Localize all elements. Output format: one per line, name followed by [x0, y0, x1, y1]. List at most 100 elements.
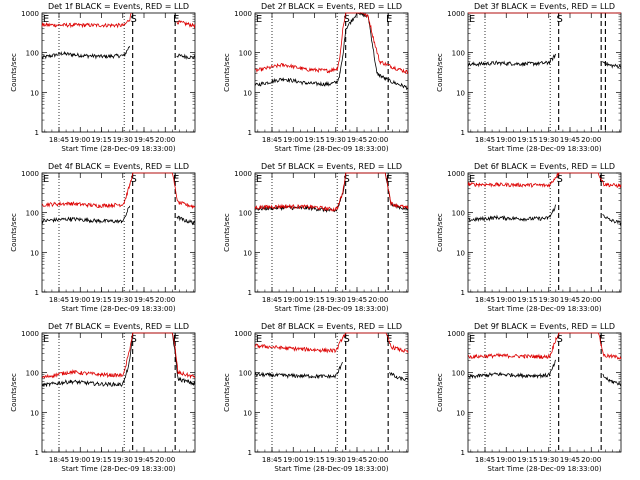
x-tick-label: 19:30 [326, 456, 346, 464]
x-tick-label: 19:00 [70, 456, 90, 464]
x-axis-label: Start Time (28-Dec-09 18:33:00) [274, 145, 388, 153]
x-tick-label: 19:45 [134, 296, 154, 304]
y-tick-label: 1000 [447, 330, 465, 338]
panel-8: Det 8f BLACK = Events, RED = LLD Counts/s… [223, 322, 409, 473]
marker-label-end: E [386, 14, 392, 25]
y-tick-label: 10 [456, 89, 465, 97]
panel-6: Det 6f BLACK = Events, RED = LLD Counts/s… [436, 162, 622, 313]
x-tick-label: 18:45 [262, 456, 282, 464]
x-tick-label: 18:45 [475, 456, 495, 464]
panel-title: Det 2f BLACK = Events, RED = LLD [261, 2, 402, 11]
panel-title: Det 7f BLACK = Events, RED = LLD [48, 322, 189, 331]
marker-label-end: E [256, 334, 262, 345]
x-tick-label: 19:45 [134, 136, 154, 144]
x-tick-label: 19:00 [283, 296, 303, 304]
plot-frame [41, 12, 196, 133]
lld-series-line [254, 12, 409, 75]
y-tick-label: 1 [248, 129, 252, 137]
y-tick-label: 10 [243, 249, 252, 257]
marker-label-end: E [173, 174, 179, 185]
events-series-line [254, 12, 409, 91]
plot-frame [41, 172, 196, 293]
x-tick-label: 20:00 [155, 136, 175, 144]
x-tick-label: 20:00 [155, 296, 175, 304]
events-series-line [467, 204, 557, 223]
events-series-line [41, 205, 131, 225]
y-tick-label: 1 [35, 129, 39, 137]
y-axis-label: Counts/sec [10, 373, 18, 412]
x-tick-label: 19:45 [560, 456, 580, 464]
x-tick-label: 19:45 [560, 296, 580, 304]
y-tick-label: 10 [30, 249, 39, 257]
events-series-line [176, 53, 196, 60]
events-series-line [467, 53, 557, 68]
y-tick-label: 1000 [234, 330, 252, 338]
panel-title: Det 9f BLACK = Events, RED = LLD [474, 322, 615, 331]
panel-9: Det 9f BLACK = Events, RED = LLD Counts/s… [436, 322, 622, 473]
marker-label-start: S [343, 334, 349, 345]
marker-label-end: E [599, 334, 605, 345]
marker-label-end: E [43, 14, 49, 25]
marker-label-start: S [343, 14, 349, 25]
panel-title: Det 5f BLACK = Events, RED = LLD [261, 162, 402, 171]
marker-label-end: E [256, 14, 262, 25]
y-tick-label: 1000 [447, 10, 465, 18]
x-tick-label: 20:00 [581, 456, 601, 464]
marker-label-end: E [173, 334, 179, 345]
y-tick-label: 100 [26, 50, 39, 58]
marker-label-end: E [469, 14, 475, 25]
y-tick-label: 1 [248, 449, 252, 457]
events-series-line [467, 359, 557, 379]
x-axis-label: Start Time (28-Dec-09 18:33:00) [487, 465, 601, 473]
x-tick-label: 19:15 [304, 296, 324, 304]
marker-label-end: E [43, 334, 49, 345]
y-axis-label: Counts/sec [223, 53, 231, 92]
x-tick-label: 18:45 [49, 456, 69, 464]
x-tick-label: 19:00 [283, 136, 303, 144]
x-axis-label: Start Time (28-Dec-09 18:33:00) [487, 305, 601, 313]
y-axis-label: Counts/sec [436, 213, 444, 252]
plot-frame [254, 332, 409, 453]
y-tick-label: 10 [30, 409, 39, 417]
events-series-line [602, 373, 622, 387]
x-tick-label: 20:00 [368, 456, 388, 464]
x-axis-label: Start Time (28-Dec-09 18:33:00) [61, 145, 175, 153]
x-tick-label: 19:30 [326, 296, 346, 304]
y-tick-label: 1 [461, 449, 465, 457]
y-axis-label: Counts/sec [223, 373, 231, 412]
marker-label-end: E [599, 174, 605, 185]
x-tick-label: 18:45 [262, 136, 282, 144]
x-tick-label: 19:30 [113, 296, 133, 304]
panel-title: Det 6f BLACK = Events, RED = LLD [474, 162, 615, 171]
x-tick-label: 19:45 [347, 296, 367, 304]
x-tick-label: 18:45 [475, 136, 495, 144]
panel-2: Det 2f BLACK = Events, RED = LLD Counts/s… [223, 2, 409, 153]
lld-series-line [467, 332, 622, 360]
x-tick-label: 18:45 [475, 296, 495, 304]
x-tick-label: 19:30 [113, 136, 133, 144]
x-tick-label: 19:30 [326, 136, 346, 144]
y-tick-label: 1000 [21, 170, 39, 178]
events-series-line [41, 46, 131, 60]
y-axis-label: Counts/sec [10, 213, 18, 252]
y-axis-label: Counts/sec [436, 373, 444, 412]
lld-series-line [254, 332, 409, 354]
y-tick-label: 100 [26, 210, 39, 218]
marker-label-start: S [130, 334, 136, 345]
x-tick-label: 20:00 [368, 136, 388, 144]
y-tick-label: 1000 [234, 170, 252, 178]
y-tick-label: 1 [35, 449, 39, 457]
marker-label-end: E [469, 174, 475, 185]
x-tick-label: 19:15 [304, 456, 324, 464]
plot-frame [254, 172, 409, 293]
lld-series-line [41, 172, 196, 210]
y-tick-label: 100 [452, 50, 465, 58]
events-series-line [602, 61, 622, 69]
y-tick-label: 100 [239, 50, 252, 58]
marker-label-start: S [130, 174, 136, 185]
marker-label-start: S [556, 174, 562, 185]
lld-series-line [41, 12, 132, 29]
x-axis-label: Start Time (28-Dec-09 18:33:00) [274, 305, 388, 313]
plot-frame [467, 332, 622, 453]
